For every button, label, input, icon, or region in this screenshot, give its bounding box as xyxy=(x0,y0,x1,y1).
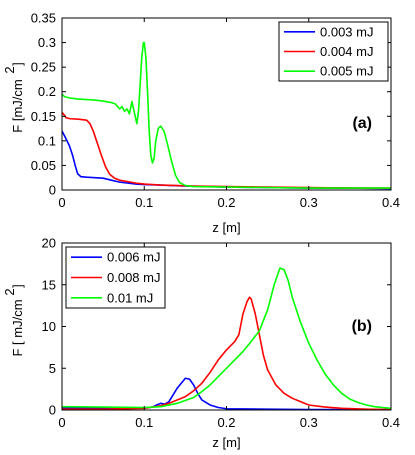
panel-label: (b) xyxy=(352,318,372,335)
legend: 0.006 mJ 0.008 mJ 0.01 mJ xyxy=(65,246,166,309)
x-tick-label: 0.4 xyxy=(382,415,400,430)
x-tick-label: 0.2 xyxy=(217,195,235,210)
panel-a: 0 0.1 0.2 0.3 0.4 0 0.05 0.1 0.15 0.2 0.25 0.3 0.35 z… xyxy=(2,11,400,236)
series-line-2 xyxy=(61,111,391,189)
series-line-2 xyxy=(62,296,392,411)
x-tick-label: 0.3 xyxy=(300,195,318,210)
legend: 0.003 mJ 0.004 mJ 0.005 mJ xyxy=(278,21,389,82)
y-tick-label: 10 xyxy=(42,319,56,334)
y-tick-label: 0.05 xyxy=(31,158,56,173)
x-tick-label: 0.1 xyxy=(135,415,153,430)
series-line-3 xyxy=(61,41,391,189)
series-line-3 xyxy=(61,267,392,410)
y-tick-label: 5 xyxy=(49,361,56,376)
x-tick-label: 0 xyxy=(58,195,65,210)
y-tick-label: 0.1 xyxy=(38,133,56,148)
legend-entry-1: 0.006 mJ xyxy=(107,250,160,265)
y-tick-label: 15 xyxy=(42,277,56,292)
x-axis-label: z [m] xyxy=(212,435,240,450)
panel-b: 0 0.1 0.2 0.3 0.4 0 5 10 15 20 z [m] F [ mJ/cm 2] (b)… xyxy=(2,236,400,451)
legend-entry-2: 0.008 mJ xyxy=(107,270,160,285)
y-axis-label-superscript: 2 xyxy=(2,288,17,295)
y-axis-label: F [ mJ/cm 2] xyxy=(2,284,25,356)
y-tick-label: 0 xyxy=(49,183,56,198)
x-tick-label: 0.2 xyxy=(217,415,235,430)
y-tick-label: 0 xyxy=(49,403,56,418)
legend-entry-2: 0.004 mJ xyxy=(320,44,373,59)
x-tick-label: 0 xyxy=(58,415,65,430)
y-axis-label-bracket: ] xyxy=(10,284,25,288)
legend-entry-3: 0.005 mJ xyxy=(320,64,373,79)
y-tick-label: 0.3 xyxy=(38,35,56,50)
legend-entry-1: 0.003 mJ xyxy=(320,24,373,39)
y-tick-label: 0.15 xyxy=(31,109,56,124)
panel-label: (a) xyxy=(352,115,372,132)
series-line-1 xyxy=(61,130,392,190)
x-tick-label: 0.4 xyxy=(382,195,400,210)
x-axis-label: z [m] xyxy=(212,220,240,235)
y-tick-label: 0.35 xyxy=(31,11,56,26)
y-axis-label-superscript: 2 xyxy=(2,66,17,73)
y-axis-label-text: F [mJ/cm xyxy=(10,79,25,132)
y-axis-label-text: F [ mJ/cm xyxy=(10,299,25,356)
y-axis-label-bracket: ] xyxy=(10,62,25,66)
x-tick-label: 0.1 xyxy=(135,195,153,210)
y-tick-label: 0.2 xyxy=(38,84,56,99)
legend-entry-3: 0.01 mJ xyxy=(107,290,153,305)
y-tick-label: 20 xyxy=(42,236,56,251)
y-axis-label: F [mJ/cm 2] xyxy=(2,62,25,133)
y-tick-label: 0.25 xyxy=(31,60,56,75)
x-tick-label: 0.3 xyxy=(300,415,318,430)
